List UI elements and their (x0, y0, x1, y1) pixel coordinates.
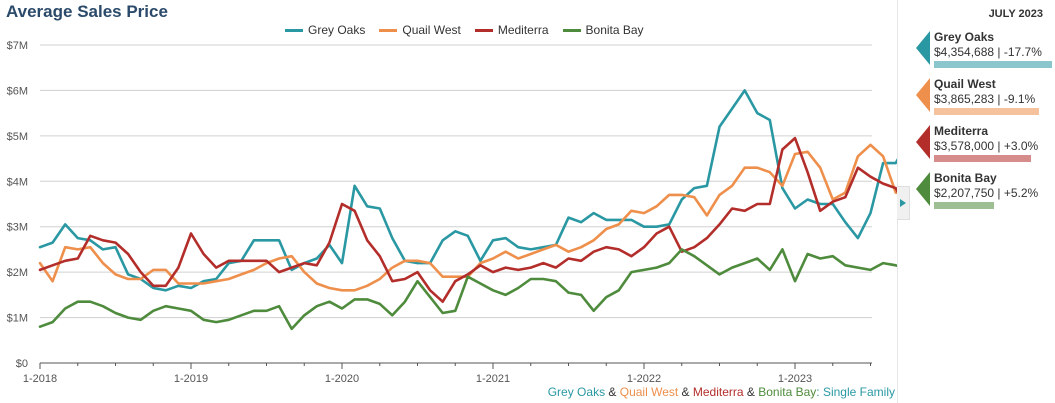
stats-panel: JULY 2023 Grey Oaks $4,354,688 | -17.7% Qu… (912, 0, 1055, 403)
chart-title: Average Sales Price (6, 2, 168, 21)
stat-card-grey-oaks[interactable]: Grey Oaks $4,354,688 | -17.7% (912, 28, 1055, 72)
stat-card-price: $3,578,000 (934, 139, 995, 153)
panel-date: JULY 2023 (988, 8, 1043, 20)
x-tick-label: 1-2020 (325, 373, 359, 385)
separator: | (994, 186, 1004, 200)
series-line-bonita-bay[interactable] (38, 248, 897, 331)
legend-swatch (379, 28, 398, 32)
legend-item-grey-oaks[interactable]: Grey Oaks (285, 23, 365, 37)
pointer-arrow-icon (916, 125, 930, 159)
legend-label: Grey Oaks (308, 23, 366, 37)
x-tick-label: 1-2019 (174, 373, 208, 385)
footer-note-part: : Single Family (816, 385, 895, 399)
stat-card-price: $4,354,688 (934, 45, 995, 59)
y-tick-label: $4M (7, 176, 28, 188)
stat-card-name: Grey Oaks (934, 30, 995, 44)
stat-card-bar (934, 108, 1039, 115)
y-tick-label: $2M (7, 267, 28, 279)
separator: | (994, 45, 1004, 59)
stat-card-values: $3,578,000 | +3.0% (934, 139, 1038, 153)
series-line-mediterra[interactable] (38, 136, 897, 304)
y-tick-label: $1M (7, 313, 28, 325)
legend-item-bonita-bay[interactable]: Bonita Bay (562, 23, 644, 37)
y-tick-label: $7M (7, 40, 28, 52)
stat-card-change: +5.2% (1003, 186, 1039, 200)
footer-note-part: Quail West (619, 385, 679, 399)
separator: | (994, 139, 1004, 153)
stat-card-quail-west[interactable]: Quail West $3,865,283 | -9.1% (912, 75, 1055, 119)
legend-label: Quail West (402, 23, 461, 37)
y-tick-label: $5M (7, 131, 28, 143)
stat-card-values: $2,207,750 | +5.2% (934, 186, 1038, 200)
stat-card-price: $2,207,750 (934, 186, 995, 200)
line-chart: $0 $1M $2M $3M $4M $5M $6M $7M 1-2018 1-2019 1-202… (7, 40, 897, 385)
footer-note-part: Grey Oaks (547, 385, 606, 399)
stat-card-bonita-bay[interactable]: Bonita Bay $2,207,750 | +5.2% (912, 169, 1055, 213)
y-tick-label: $0 (16, 358, 28, 370)
stat-card-bar (934, 61, 1052, 68)
footer-note-part: Bonita Bay (758, 385, 817, 399)
stat-card-price: $3,865,283 (934, 92, 995, 106)
x-tick-label: 1-2022 (627, 373, 661, 385)
stat-card-bar (934, 202, 994, 209)
stat-card-change: +3.0% (1003, 139, 1039, 153)
chart-footer-note: Grey Oaks & Quail West & Mediterra & Bon… (548, 385, 895, 399)
stat-card-bar (934, 155, 1031, 162)
y-tick-label: $3M (7, 222, 28, 234)
series-line-quail-west[interactable] (38, 143, 897, 292)
stat-card-change: -17.7% (1003, 45, 1042, 59)
series-line-grey-oaks[interactable] (38, 89, 897, 292)
separator: | (994, 92, 1004, 106)
x-tick-label: 1-2023 (778, 373, 812, 385)
footer-note-part: & (743, 385, 759, 399)
y-tick-label: $6M (7, 85, 28, 97)
collapse-panel-toggle[interactable] (897, 186, 910, 220)
stat-card-name: Mediterra (934, 124, 989, 138)
caret-right-icon (900, 199, 906, 207)
legend-item-mediterra[interactable]: Mediterra (474, 23, 549, 37)
stat-card-name: Bonita Bay (934, 171, 997, 185)
legend-label: Mediterra (497, 23, 549, 37)
stat-card-values: $3,865,283 | -9.1% (934, 92, 1035, 106)
footer-note-part: & (605, 385, 620, 399)
footer-note-part: Mediterra (692, 385, 744, 399)
pointer-arrow-icon (916, 172, 930, 206)
stat-card-name: Quail West (934, 77, 996, 91)
stat-card-values: $4,354,688 | -17.7% (934, 45, 1042, 59)
stat-card-change: -9.1% (1003, 92, 1036, 106)
pointer-arrow-icon (916, 31, 930, 65)
legend-swatch (285, 28, 303, 32)
legend-swatch (474, 28, 493, 32)
x-tick-label: 1-2018 (23, 373, 57, 385)
pointer-arrow-icon (916, 78, 930, 112)
legend-label: Bonita Bay (585, 23, 644, 37)
legend-swatch (562, 28, 581, 32)
stat-card-mediterra[interactable]: Mediterra $3,578,000 | +3.0% (912, 122, 1055, 166)
legend-item-quail-west[interactable]: Quail West (379, 23, 461, 37)
chart-legend: Grey Oaks Quail West Mediterra Bonita Bay (285, 23, 644, 37)
x-tick-label: 1-2021 (476, 373, 510, 385)
footer-note-part: & (678, 385, 693, 399)
